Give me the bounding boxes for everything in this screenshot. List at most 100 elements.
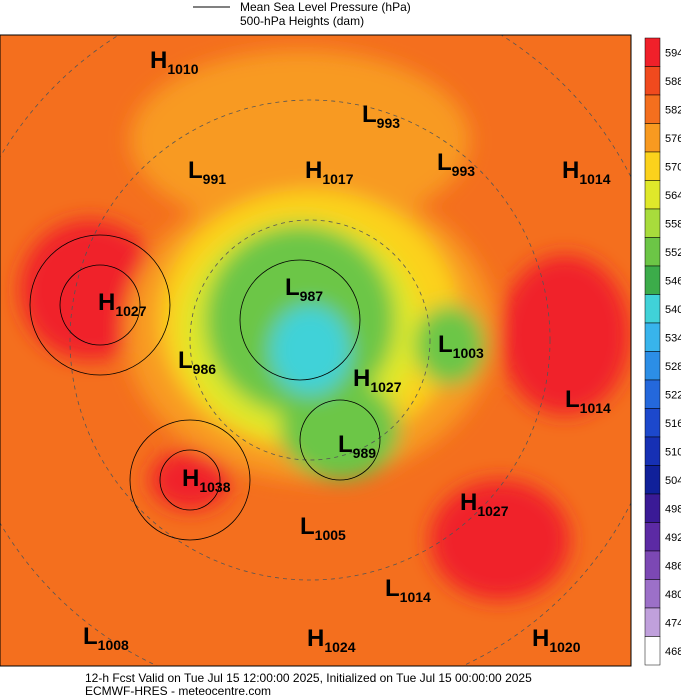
colorbar-cell	[644, 408, 661, 438]
colorbar-label: 480	[665, 589, 681, 601]
colorbar-cell	[644, 237, 661, 267]
center-type: L	[188, 157, 203, 184]
center-type: L	[338, 431, 353, 458]
center-value: 993	[377, 115, 401, 131]
center-type: H	[305, 157, 322, 184]
colorbar-label: 522	[665, 389, 681, 401]
colorbar-cell	[644, 265, 661, 295]
colorbar-cell	[644, 636, 661, 666]
colorbar-label: 486	[665, 560, 681, 572]
center-type: L	[437, 149, 452, 176]
pressure-center: L1008	[83, 623, 129, 653]
center-type: L	[285, 274, 300, 301]
center-value: 1017	[322, 171, 353, 187]
colorbar-label: 576	[665, 133, 681, 145]
colorbar-label: 504	[665, 475, 681, 487]
center-value: 1024	[324, 639, 355, 655]
pressure-center: L993	[362, 101, 400, 131]
center-value: 1038	[199, 479, 230, 495]
center-value: 991	[203, 171, 227, 187]
legend-mslp: Mean Sea Level Pressure (hPa)	[240, 0, 411, 14]
center-value: 1014	[580, 400, 611, 416]
center-type: H	[353, 365, 370, 392]
colorbar-label: 546	[665, 275, 681, 287]
colorbar-label: 552	[665, 247, 681, 259]
colorbar-label: 534	[665, 332, 681, 344]
pressure-center: H1027	[460, 489, 509, 519]
colorbar-label: 474	[665, 617, 681, 629]
colorbar-label: 468	[665, 646, 681, 658]
pressure-center: L1003	[438, 331, 484, 361]
center-type: H	[562, 157, 579, 184]
colorbar-cell	[644, 208, 661, 238]
center-value: 1005	[315, 527, 346, 543]
center-type: L	[438, 331, 453, 358]
colorbar-label: 510	[665, 446, 681, 458]
footer-valid: 12-h Fcst Valid on Tue Jul 15 12:00:00 2…	[85, 671, 532, 685]
pressure-center: H1017	[305, 157, 354, 187]
center-value: 987	[300, 288, 324, 304]
colorbar-cell	[644, 66, 661, 96]
legend-heights: 500-hPa Heights (dam)	[240, 14, 364, 28]
center-type: L	[385, 575, 400, 602]
colorbar-cell	[644, 294, 661, 324]
colorbar-label: 588	[665, 76, 681, 88]
pressure-center: L993	[437, 149, 475, 179]
colorbar-cell	[644, 151, 661, 181]
pressure-center: L1014	[565, 386, 611, 416]
center-type: H	[182, 465, 199, 492]
pressure-center: L987	[285, 274, 323, 304]
center-type: H	[98, 289, 115, 316]
center-value: 1008	[98, 637, 129, 653]
colorbar-label: 528	[665, 361, 681, 373]
pressure-center: H1014	[562, 157, 611, 187]
colorbar-cell	[644, 379, 661, 409]
pressure-center: L986	[178, 347, 216, 377]
colorbar-label: 540	[665, 304, 681, 316]
pressure-center: H1038	[182, 465, 231, 495]
colorbar-cell	[644, 37, 661, 67]
colorbar-cell	[644, 493, 661, 523]
center-type: L	[362, 101, 377, 128]
map-frame	[0, 34, 632, 667]
colorbar-cell	[644, 436, 661, 466]
center-value: 1003	[453, 345, 484, 361]
pressure-center: L991	[188, 157, 226, 187]
colorbar-label: 570	[665, 161, 681, 173]
center-value: 989	[353, 445, 377, 461]
center-value: 1027	[477, 503, 508, 519]
colorbar-cell	[644, 579, 661, 609]
center-value: 1027	[115, 303, 146, 319]
colorbar-cell	[644, 351, 661, 381]
colorbar-cell	[644, 123, 661, 153]
colorbar-cell	[644, 550, 661, 580]
pressure-center: H1027	[353, 365, 402, 395]
colorbar-cell	[644, 522, 661, 552]
colorbar-label: 498	[665, 503, 681, 515]
center-value: 993	[452, 163, 476, 179]
colorbar-cell	[644, 94, 661, 124]
colorbar-label: 558	[665, 218, 681, 230]
pressure-center: H1020	[532, 625, 581, 655]
colorbar: 594 588 582 576 570 564 558 552 546 540 534 528 522 5…	[644, 37, 681, 666]
pressure-center: L989	[338, 431, 376, 461]
center-type: L	[300, 513, 315, 540]
colorbar-label: 582	[665, 104, 681, 116]
pressure-center: L1005	[300, 513, 346, 543]
colorbar-cell	[644, 607, 661, 637]
center-value: 1014	[400, 589, 431, 605]
colorbar-label: 594	[665, 47, 681, 59]
center-type: L	[565, 386, 580, 413]
center-type: L	[83, 623, 98, 650]
center-type: H	[150, 47, 167, 74]
center-type: H	[532, 625, 549, 652]
colorbar-label: 564	[665, 190, 681, 202]
colorbar-cell	[644, 322, 661, 352]
pressure-center: H1027	[98, 289, 147, 319]
center-value: 1014	[579, 171, 610, 187]
colorbar-label: 516	[665, 418, 681, 430]
